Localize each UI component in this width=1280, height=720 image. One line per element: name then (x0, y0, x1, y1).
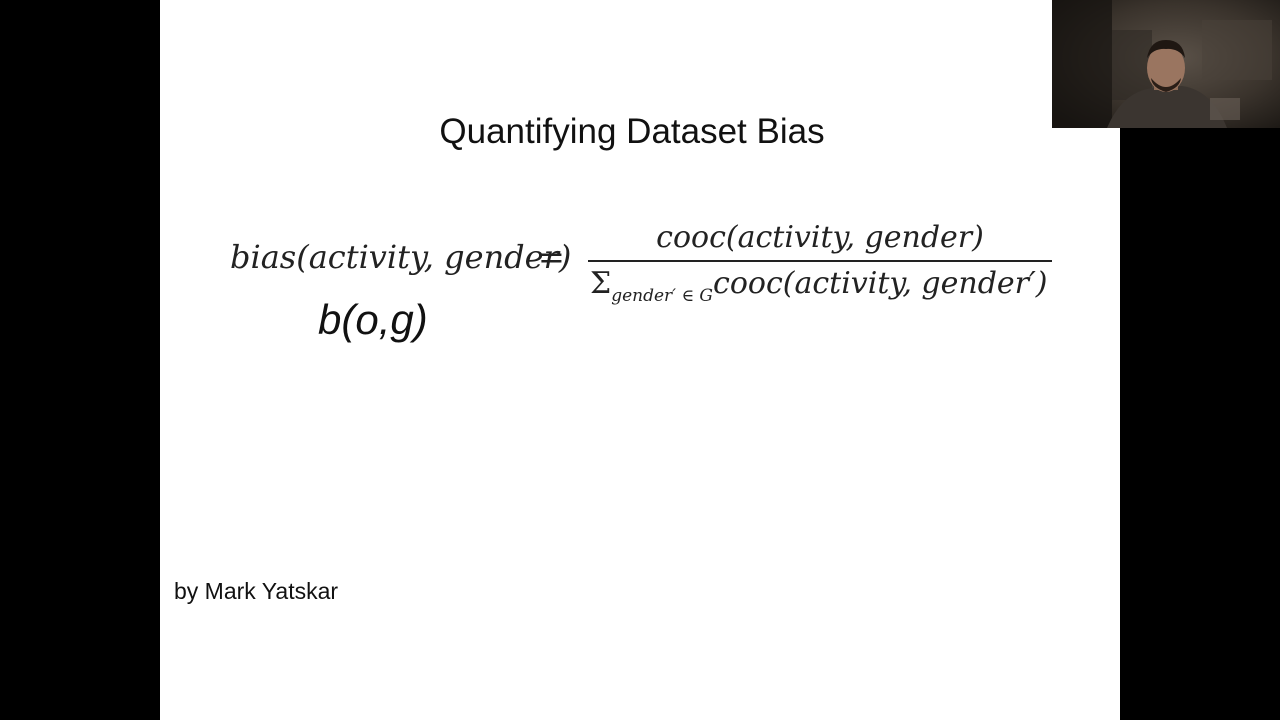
webcam-feed (1052, 0, 1280, 128)
slide-title: Quantifying Dataset Bias (439, 112, 825, 151)
author-credit: by Mark Yatskar (174, 578, 339, 604)
short-form-notation: b(o,g) (318, 296, 428, 343)
sum-subscript: gender′ ∈ G (611, 286, 714, 306)
denominator-term: cooc(activity, gender′) (713, 266, 1048, 301)
formula-denominator: Σgender′ ∈ Gcooc(activity, gender′) (590, 266, 1048, 306)
sigma-symbol: Σ (590, 266, 612, 301)
presentation-slide: Quantifying Dataset Bias bias(activity, … (160, 0, 1120, 720)
formula-equals: = (538, 238, 565, 276)
formula-numerator: cooc(activity, gender) (656, 220, 984, 255)
person-video-icon (1052, 0, 1280, 128)
fraction-bar (588, 260, 1052, 262)
formula-lhs: bias(activity, gender) (230, 238, 572, 276)
